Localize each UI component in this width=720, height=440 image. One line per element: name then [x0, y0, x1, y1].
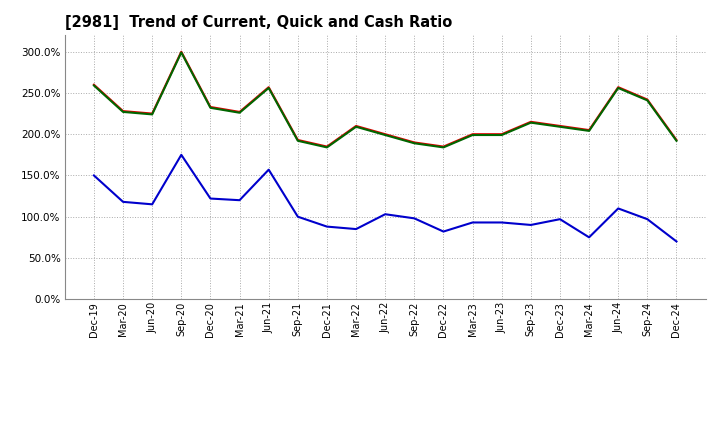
Current Ratio [585, 128, 593, 133]
Current Ratio [177, 49, 186, 54]
Cash Ratio [206, 196, 215, 201]
Line: Quick Ratio: Quick Ratio [94, 52, 677, 147]
Quick Ratio [439, 145, 448, 150]
Current Ratio [264, 84, 273, 90]
Current Ratio [206, 104, 215, 110]
Cash Ratio [643, 216, 652, 222]
Current Ratio [498, 132, 506, 137]
Cash Ratio [585, 235, 593, 240]
Quick Ratio [410, 141, 418, 146]
Cash Ratio [556, 216, 564, 222]
Quick Ratio [177, 50, 186, 55]
Cash Ratio [614, 206, 623, 211]
Current Ratio [235, 109, 244, 114]
Quick Ratio [672, 138, 681, 143]
Cash Ratio [323, 224, 331, 229]
Cash Ratio [119, 199, 127, 205]
Quick Ratio [206, 105, 215, 110]
Quick Ratio [235, 110, 244, 115]
Current Ratio [323, 144, 331, 149]
Quick Ratio [148, 112, 156, 117]
Cash Ratio [498, 220, 506, 225]
Current Ratio [643, 97, 652, 102]
Current Ratio [148, 111, 156, 116]
Quick Ratio [381, 132, 390, 138]
Current Ratio [119, 108, 127, 114]
Cash Ratio [381, 212, 390, 217]
Line: Cash Ratio: Cash Ratio [94, 155, 677, 242]
Quick Ratio [468, 132, 477, 138]
Current Ratio [381, 132, 390, 137]
Current Ratio [352, 123, 361, 128]
Cash Ratio [410, 216, 418, 221]
Cash Ratio [89, 173, 98, 178]
Cash Ratio [294, 214, 302, 220]
Quick Ratio [352, 124, 361, 129]
Quick Ratio [294, 138, 302, 143]
Cash Ratio [148, 202, 156, 207]
Text: [2981]  Trend of Current, Quick and Cash Ratio: [2981] Trend of Current, Quick and Cash … [65, 15, 452, 30]
Quick Ratio [556, 124, 564, 129]
Quick Ratio [585, 128, 593, 134]
Quick Ratio [323, 145, 331, 150]
Cash Ratio [177, 152, 186, 158]
Quick Ratio [614, 85, 623, 91]
Current Ratio [439, 144, 448, 149]
Current Ratio [614, 84, 623, 90]
Cash Ratio [672, 239, 681, 244]
Current Ratio [526, 119, 535, 125]
Cash Ratio [526, 222, 535, 227]
Quick Ratio [526, 120, 535, 125]
Current Ratio [89, 82, 98, 87]
Line: Current Ratio: Current Ratio [94, 51, 677, 147]
Cash Ratio [235, 198, 244, 203]
Current Ratio [468, 132, 477, 137]
Quick Ratio [119, 109, 127, 114]
Cash Ratio [352, 227, 361, 232]
Cash Ratio [264, 167, 273, 172]
Quick Ratio [264, 85, 273, 91]
Quick Ratio [498, 132, 506, 138]
Cash Ratio [468, 220, 477, 225]
Cash Ratio [439, 229, 448, 234]
Current Ratio [672, 137, 681, 143]
Current Ratio [556, 123, 564, 128]
Current Ratio [294, 137, 302, 143]
Quick Ratio [643, 98, 652, 103]
Current Ratio [410, 140, 418, 145]
Quick Ratio [89, 83, 98, 88]
